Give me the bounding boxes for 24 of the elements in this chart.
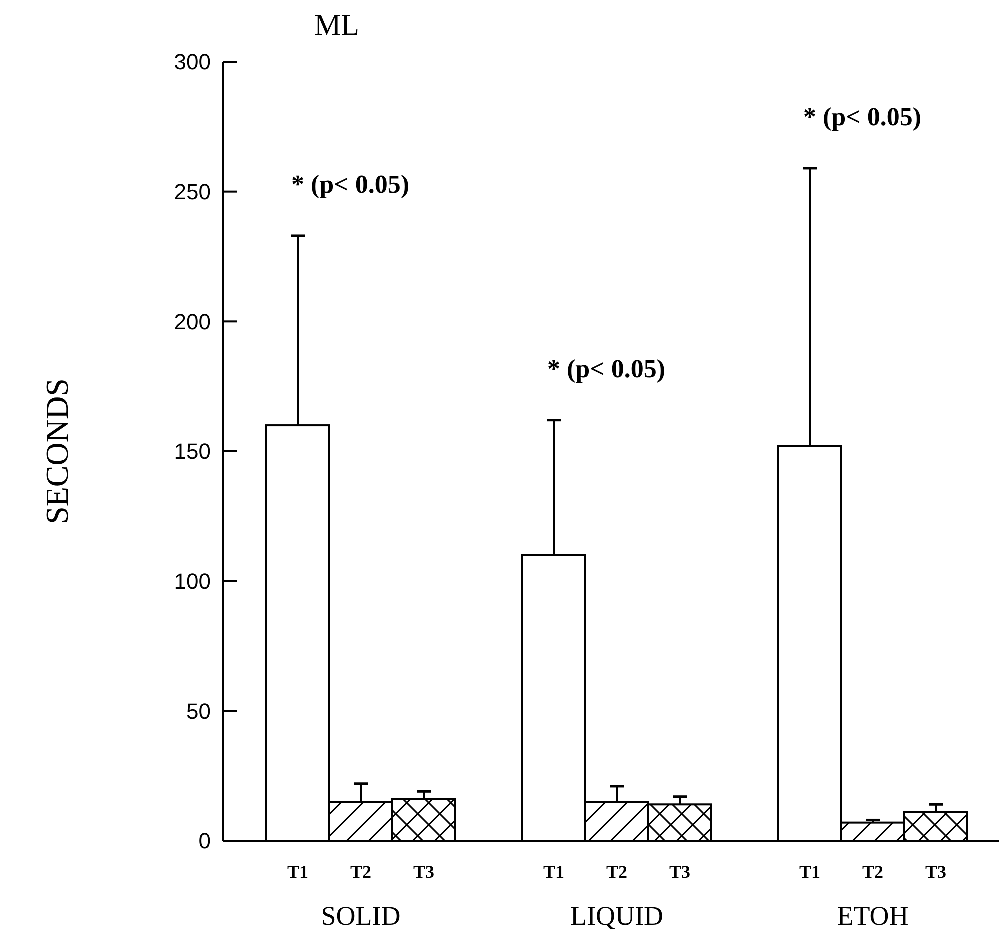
series-label: T2 [350, 862, 372, 882]
y-tick-label: 150 [174, 439, 211, 464]
text: T3 [669, 862, 691, 882]
x-tick-label: ETOH [837, 901, 909, 931]
series-label: T3 [413, 862, 435, 882]
text: T2 [862, 862, 884, 882]
annotation: * (p< 0.05) [804, 102, 922, 132]
y-tick-label: 50 [186, 698, 211, 724]
x-tick-label: SOLID [321, 901, 401, 931]
y-tick-label: 300 [174, 50, 211, 75]
series-label: T1 [287, 862, 309, 882]
y-tick-label: 250 [174, 180, 211, 205]
text: T2 [606, 862, 628, 882]
text: T1 [543, 862, 565, 882]
x-tick-label: LIQUID [570, 901, 664, 931]
text: T1 [799, 862, 821, 882]
annotation: * (p< 0.05) [548, 354, 666, 384]
text: T3 [925, 862, 947, 882]
y-axis-title: SECONDS [39, 378, 75, 524]
y-tick-label: 200 [174, 309, 211, 334]
y-tick-label: 0 [198, 828, 211, 854]
annotation: * (p< 0.05) [292, 170, 410, 200]
y-tick-label: 100 [174, 569, 211, 594]
chart-title: ML [314, 9, 360, 42]
